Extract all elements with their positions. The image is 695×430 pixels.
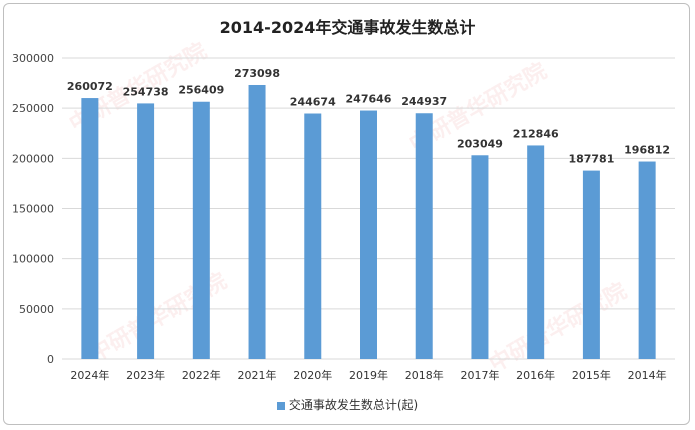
bar [81, 98, 99, 359]
x-tick-label: 2018年 [405, 368, 444, 382]
data-label: 256409 [178, 84, 224, 97]
bar [360, 110, 377, 360]
bar [638, 161, 656, 359]
data-label: 260072 [67, 80, 113, 93]
bar [527, 145, 545, 359]
data-label: 196812 [624, 144, 670, 157]
bar [471, 155, 489, 359]
y-tick-label: 150000 [12, 203, 54, 216]
y-tick-label: 50000 [19, 303, 54, 316]
chart-title: 2014-2024年交通事故发生数总计 [219, 18, 476, 37]
bar [248, 84, 266, 360]
legend: 交通事故发生数总计(起) [0, 396, 695, 413]
data-label: 203049 [457, 137, 503, 150]
data-label: 247646 [346, 93, 392, 106]
x-tick-label: 2022年 [182, 368, 221, 382]
bar [137, 103, 155, 359]
data-label: 212846 [513, 127, 559, 140]
bar [192, 101, 210, 360]
x-tick-label: 2024年 [70, 368, 109, 382]
y-tick-label: 250000 [12, 102, 54, 115]
legend-label: 交通事故发生数总计(起) [288, 398, 419, 412]
x-tick-label: 2016年 [516, 368, 555, 382]
chart-frame [3, 3, 690, 425]
data-label: 254738 [123, 85, 169, 98]
x-tick-label: 2019年 [349, 368, 388, 382]
x-tick-label: 2023年 [126, 368, 165, 382]
data-label: 273098 [234, 67, 280, 80]
bar [304, 113, 322, 359]
data-label: 244674 [290, 96, 336, 109]
legend-swatch [276, 401, 285, 410]
bar [582, 170, 600, 359]
data-label: 244937 [401, 95, 447, 108]
bar [415, 113, 433, 359]
x-tick-label: 2021年 [238, 368, 277, 382]
x-tick-label: 2015年 [572, 368, 611, 382]
y-tick-label: 300000 [12, 52, 54, 65]
x-tick-label: 2017年 [460, 368, 499, 382]
x-tick-label: 2020年 [293, 368, 332, 382]
data-label: 187781 [568, 153, 614, 166]
y-tick-label: 0 [47, 353, 54, 366]
y-tick-label: 200000 [12, 152, 54, 165]
y-tick-label: 100000 [12, 253, 54, 266]
x-tick-label: 2014年 [628, 368, 667, 382]
